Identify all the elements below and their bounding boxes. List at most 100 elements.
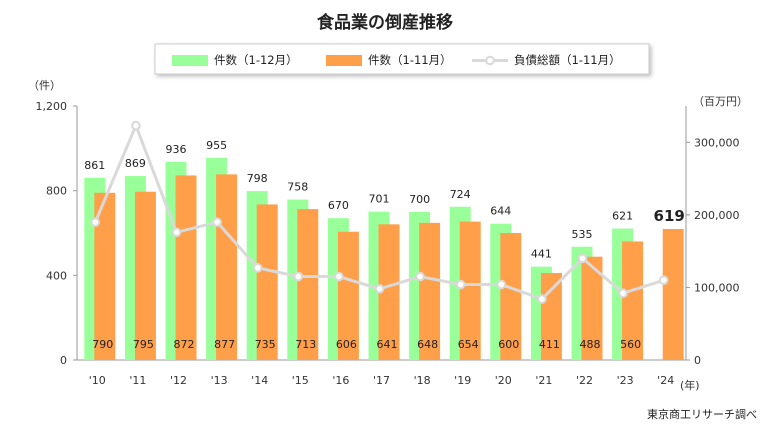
bar-1-11: [337, 231, 359, 360]
debt-line: [90, 120, 669, 304]
right-tick-label: 0: [694, 354, 701, 367]
x-tick-label: '10: [89, 374, 106, 387]
bar-1-12-value-label: 535: [572, 228, 593, 241]
legend-label-bar-1-11: 件数（1-11月）: [368, 53, 452, 67]
x-tick-label: '14: [251, 374, 268, 387]
bar-1-11-value-label: 411: [539, 338, 560, 351]
bar-1-11: [94, 192, 116, 360]
x-tick-label: '17: [373, 374, 390, 387]
x-tick-label: '12: [170, 374, 187, 387]
debt-line-point: [212, 217, 222, 227]
bar-1-11-value-label: 713: [295, 338, 316, 351]
x-tick-label: '24: [657, 374, 674, 387]
legend-marker-line: [485, 55, 495, 66]
bars: [84, 157, 684, 360]
left-tick-label: 1,200: [36, 100, 68, 113]
debt-line-point: [293, 271, 304, 282]
bar-1-11: [459, 221, 481, 360]
debt-line-point: [334, 271, 344, 282]
debt-line-point: [171, 227, 182, 238]
debt-line-point: [252, 263, 263, 273]
left-tick-label: 800: [46, 185, 67, 198]
x-axis-unit: (年): [680, 378, 700, 392]
right-tick-label: 100,000: [694, 281, 740, 294]
debt-line-point: [658, 275, 669, 285]
debt-line-point: [577, 253, 588, 264]
x-tick-label: '21: [535, 374, 552, 387]
bar-1-11-value-label: 606: [336, 338, 357, 351]
x-tick-label: '13: [211, 374, 228, 387]
bar-1-11-value-label: 600: [498, 338, 519, 351]
left-tick-label: 400: [46, 269, 67, 282]
bar-1-12-value-label: 621: [612, 210, 633, 223]
bar-1-11: [500, 233, 522, 360]
bar-1-11-value-label: 560: [620, 338, 641, 351]
bar-1-11: [175, 175, 197, 360]
x-tick-label: '22: [576, 374, 593, 387]
x-tick-label: '18: [414, 374, 431, 387]
bar-1-12-value-label: 936: [166, 143, 187, 156]
bar-1-11-value-label: 790: [92, 338, 113, 351]
bar-1-11-value-label: 641: [377, 338, 398, 351]
bar-1-12-value-label: 700: [409, 193, 430, 206]
debt-line-point: [131, 120, 141, 131]
bar-1-11-value-label: 795: [133, 338, 154, 351]
bar-1-12-value-label: 798: [247, 172, 268, 185]
legend-label-line: 負債総額（1-11月）: [514, 53, 621, 67]
debt-line-point: [90, 217, 101, 227]
bar-1-12-value-label: 955: [206, 139, 227, 152]
bar-1-11-value-label: 648: [417, 338, 438, 351]
x-tick-label: '19: [454, 374, 471, 387]
legend-label-bar-1-12: 件数（1-12月）: [214, 53, 298, 67]
bar-1-12-value-label: 758: [287, 181, 308, 194]
highlight-value-label: 619: [654, 207, 685, 225]
bar-1-12-value-label: 644: [490, 205, 511, 218]
bar-1-11: [256, 204, 278, 360]
bar-1-12-value-label: 724: [450, 188, 471, 201]
bar-1-12-value-label: 701: [369, 193, 390, 206]
bar-1-11: [622, 241, 644, 360]
bar-1-11: [378, 224, 400, 360]
bar-1-11-value-label: 872: [174, 338, 195, 351]
bar-1-12-value-label: 441: [531, 248, 552, 261]
right-axis-unit: （百万円）: [693, 95, 748, 108]
bar-1-11: [419, 222, 441, 360]
bar-1-11-value-label: 877: [214, 338, 235, 351]
left-tick-label: 0: [60, 354, 67, 367]
bar-1-11-value-label: 735: [255, 338, 276, 351]
debt-line-point: [537, 294, 547, 304]
legend-box: [154, 43, 650, 75]
right-tick-label: 300,000: [694, 136, 740, 149]
bar-1-12-value-label: 869: [125, 157, 146, 170]
debt-line-point: [496, 279, 507, 290]
x-tick-label: '23: [617, 374, 634, 387]
chart-title: 食品業の倒産推移: [317, 12, 453, 33]
bar-1-11: [662, 228, 684, 360]
legend-swatch-bar-1-11: [326, 55, 362, 66]
bar-1-11-value-label: 488: [580, 338, 601, 351]
bar-1-11: [216, 174, 238, 360]
x-tick-label: '11: [129, 374, 146, 387]
axes: 0 400 800 1,200 0 100,000 200,000 300,000 '10 '11…: [36, 100, 740, 387]
legend-swatch-bar-1-12: [172, 55, 208, 66]
data-labels: 861 790 869 795 936 872 955 877 798 735 758 713 670 6…: [84, 139, 685, 351]
left-axis-unit: （件）: [28, 79, 61, 92]
right-tick-label: 200,000: [694, 209, 740, 222]
debt-line-point: [415, 271, 425, 282]
debt-line-point: [374, 284, 385, 294]
bar-1-11: [134, 191, 156, 360]
bar-1-11-value-label: 654: [458, 338, 479, 351]
bar-1-11: [581, 256, 603, 360]
legend: 件数（1-12月） 件数（1-11月） 負債総額（1-11月）: [154, 43, 650, 75]
x-tick-label: '15: [292, 374, 309, 387]
source-note: 東京商工リサーチ調べ: [647, 407, 757, 421]
debt-line-point: [618, 288, 628, 299]
bar-1-11: [297, 209, 319, 360]
x-tick-label: '16: [332, 374, 349, 387]
bar-1-12-value-label: 861: [84, 159, 105, 172]
x-tick-label: '20: [495, 374, 512, 387]
debt-line-point: [455, 279, 466, 290]
bar-1-12-value-label: 670: [328, 199, 349, 212]
